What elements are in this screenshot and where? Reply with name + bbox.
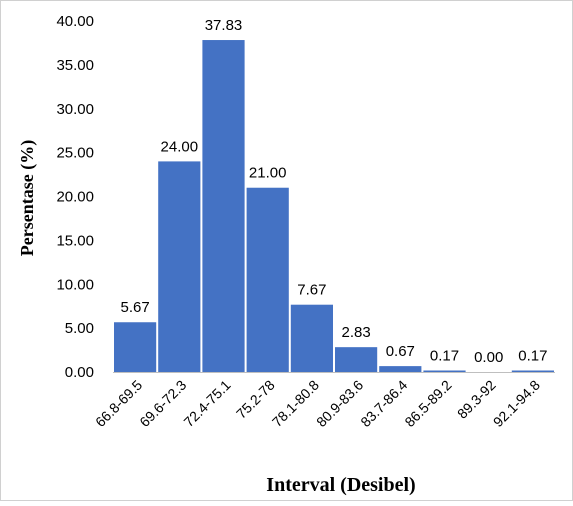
data-label: 37.83 [205,17,243,34]
y-tick-label: 20.00 [56,189,94,206]
bar-80.9-83.6 [335,347,378,372]
data-labels: 5.67 24.00 37.83 21.00 7.67 2.83 0.67 0.17 0.00 0… [120,17,547,366]
bar-83.7-86.4 [379,366,422,372]
bar-69.6-72.3 [158,161,201,372]
data-label: 7.67 [297,282,326,299]
data-label: 2.83 [341,324,370,341]
data-label: 5.67 [120,299,149,316]
y-tick-label: 25.00 [56,145,94,162]
data-label: 0.17 [518,348,547,365]
data-label: 21.00 [249,165,287,182]
y-tick-label: 30.00 [56,101,94,118]
bar-75.2-78 [246,187,289,372]
bar-66.8-69.5 [114,322,157,372]
data-label: 0.67 [386,343,415,360]
bar-72.4-75.1 [202,40,245,372]
x-axis-title: Interval (Desibel) [266,474,415,496]
y-tick-label: 5.00 [65,320,94,337]
bar-92.1-94.8 [511,370,554,372]
data-label: 0.17 [430,348,459,365]
y-tick-label: 10.00 [56,276,94,293]
bar-78.1-80.8 [290,304,333,372]
y-tick-label: 35.00 [56,57,94,74]
y-axis-title: Persentase (%) [17,140,38,256]
bars [114,40,554,372]
data-label: 0.00 [474,349,503,366]
y-tick-label: 0.00 [65,364,94,381]
y-tick-label: 40.00 [56,13,94,30]
bar-86.5-89.2 [423,370,466,372]
y-axis: 0.00 5.00 10.00 15.00 20.00 25.00 30.00 35.00 40… [56,13,94,381]
y-tick-label: 15.00 [56,232,94,249]
data-label: 24.00 [161,138,199,155]
